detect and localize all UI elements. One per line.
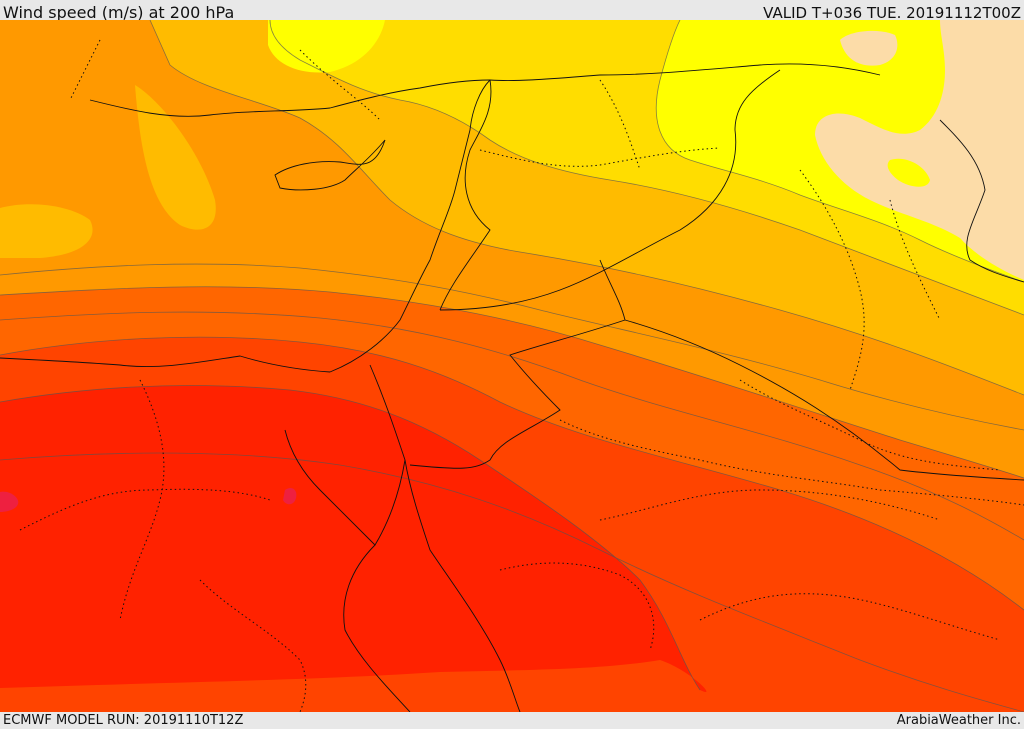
band-light-yellow-dot	[888, 89, 906, 103]
valid-time: VALID T+036 TUE. 20191112T00Z	[763, 4, 1021, 22]
footer-bar: ECMWF MODEL RUN: 20191110T12Z ArabiaWeat…	[0, 712, 1024, 729]
band-light-yellow-north	[268, 20, 385, 73]
band-amber-left	[0, 204, 93, 258]
band-crimson-pocket	[0, 491, 19, 512]
coastlines	[0, 63, 1024, 712]
band-peach	[815, 20, 1024, 280]
band-light-yellow-island	[887, 158, 930, 187]
header-bar: Wind speed (m/s) at 200 hPa VALID T+036 …	[0, 0, 1024, 22]
band-red-core	[0, 385, 707, 693]
map-title: Wind speed (m/s) at 200 hPa	[3, 3, 235, 22]
admin-boundaries	[19, 39, 1024, 712]
band-amber-streak	[135, 85, 216, 230]
wind-speed-map[interactable]	[0, 20, 1024, 712]
model-run: ECMWF MODEL RUN: 20191110T12Z	[3, 713, 244, 728]
band-peach-north	[840, 30, 898, 66]
credit: ArabiaWeather Inc.	[896, 713, 1021, 728]
band-crimson-spot	[283, 487, 297, 505]
